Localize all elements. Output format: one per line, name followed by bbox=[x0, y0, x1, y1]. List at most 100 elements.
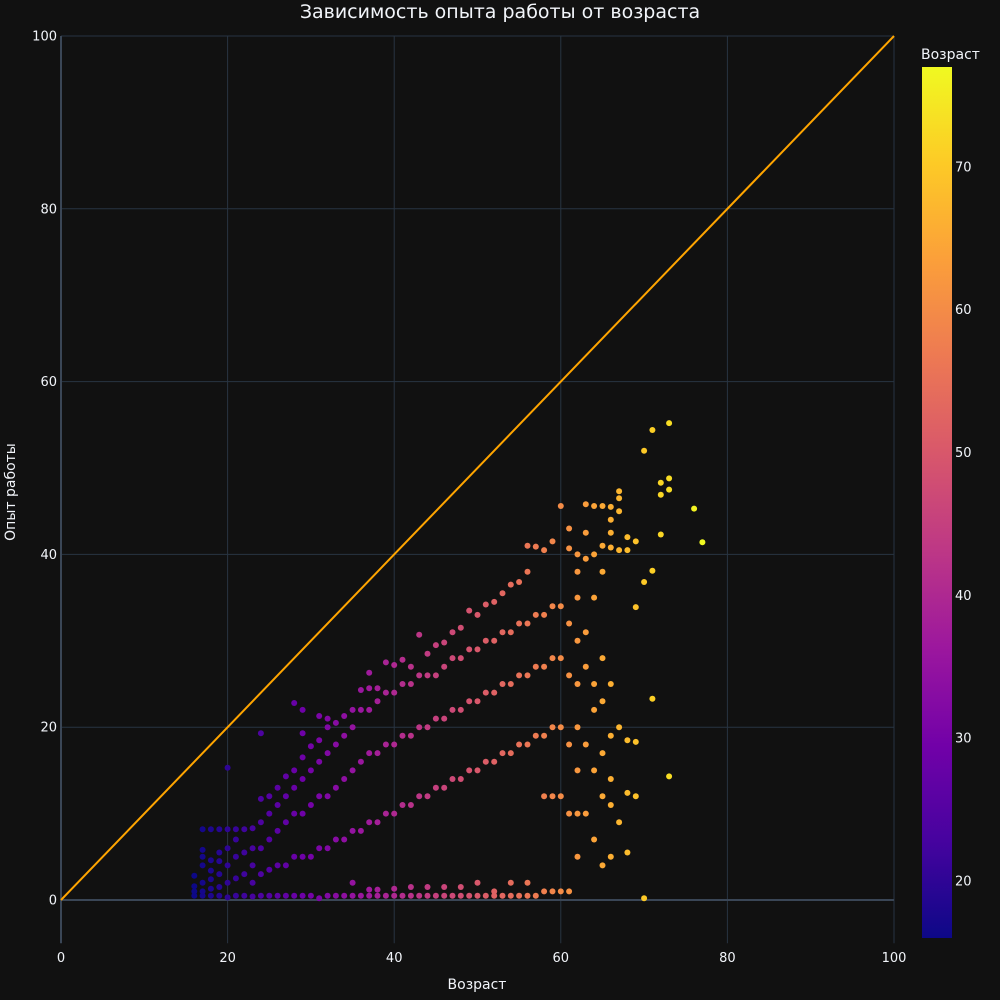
data-point bbox=[341, 892, 348, 899]
data-point bbox=[316, 793, 323, 800]
data-point bbox=[349, 706, 356, 713]
data-point bbox=[574, 724, 581, 731]
data-point bbox=[382, 810, 389, 817]
colorbar-gradient bbox=[922, 67, 952, 938]
data-point bbox=[457, 624, 464, 631]
data-point bbox=[249, 893, 256, 900]
data-point bbox=[416, 672, 423, 679]
data-point bbox=[499, 750, 506, 757]
data-point bbox=[599, 568, 606, 575]
data-point bbox=[299, 730, 306, 737]
x-tick-label: 40 bbox=[386, 951, 403, 966]
data-point bbox=[491, 888, 498, 895]
data-point bbox=[466, 698, 473, 705]
data-point bbox=[291, 700, 298, 706]
data-point bbox=[391, 741, 398, 748]
data-point bbox=[441, 884, 448, 890]
data-point bbox=[591, 551, 598, 558]
y-tick-label: 20 bbox=[40, 721, 57, 736]
data-point bbox=[549, 793, 556, 800]
data-point bbox=[541, 663, 548, 670]
data-point bbox=[466, 607, 473, 614]
data-point bbox=[507, 879, 514, 886]
data-point bbox=[566, 888, 573, 895]
data-point bbox=[441, 784, 448, 791]
colorbar-tick-label: 60 bbox=[955, 303, 972, 318]
data-point bbox=[582, 810, 589, 817]
data-point bbox=[407, 732, 414, 739]
zero-lines bbox=[60, 36, 894, 944]
chart-title: Зависимость опыта работы от возраста bbox=[300, 1, 700, 23]
data-point bbox=[391, 662, 398, 668]
data-point bbox=[416, 892, 423, 899]
data-point bbox=[591, 594, 598, 601]
data-point bbox=[541, 888, 548, 895]
data-point bbox=[399, 681, 406, 687]
data-point bbox=[499, 892, 506, 899]
data-point bbox=[541, 611, 548, 618]
data-point bbox=[324, 724, 331, 731]
data-point bbox=[441, 715, 448, 722]
y-tick-label: 80 bbox=[40, 202, 57, 217]
data-point bbox=[599, 793, 606, 800]
x-tick-label: 100 bbox=[882, 951, 907, 966]
data-point bbox=[507, 681, 514, 687]
data-point bbox=[391, 810, 398, 817]
data-point bbox=[307, 892, 314, 899]
data-point bbox=[557, 888, 564, 895]
data-point bbox=[541, 547, 548, 554]
data-point bbox=[224, 879, 231, 886]
data-point bbox=[499, 590, 506, 597]
data-point bbox=[374, 750, 381, 757]
data-point bbox=[491, 892, 498, 899]
data-point bbox=[257, 795, 264, 802]
data-point bbox=[399, 892, 406, 899]
data-point bbox=[224, 826, 231, 833]
y-tick-label: 60 bbox=[40, 375, 57, 390]
data-point bbox=[574, 551, 581, 558]
data-point bbox=[316, 845, 323, 852]
data-point bbox=[374, 892, 381, 899]
colorbar-tick-label: 50 bbox=[955, 446, 972, 461]
data-point bbox=[424, 892, 431, 899]
data-point bbox=[324, 845, 331, 852]
y-axis-title: Опыт работы bbox=[3, 443, 19, 541]
data-point bbox=[591, 767, 598, 774]
data-point bbox=[624, 849, 631, 856]
data-point bbox=[257, 819, 264, 826]
x-tick-label: 0 bbox=[57, 951, 65, 966]
data-point bbox=[232, 853, 239, 860]
data-point bbox=[357, 687, 364, 693]
data-point bbox=[574, 594, 581, 601]
data-point bbox=[549, 538, 556, 545]
data-point bbox=[624, 737, 631, 744]
data-point bbox=[574, 810, 581, 817]
data-point bbox=[391, 885, 398, 892]
data-point bbox=[291, 892, 298, 899]
data-point bbox=[407, 802, 414, 808]
data-point bbox=[516, 741, 523, 748]
data-point bbox=[424, 793, 431, 800]
data-point bbox=[607, 681, 614, 687]
data-point bbox=[349, 724, 356, 731]
data-point bbox=[199, 892, 206, 899]
data-point bbox=[441, 892, 448, 899]
data-point bbox=[274, 827, 281, 834]
data-point bbox=[299, 810, 306, 817]
gridlines bbox=[61, 35, 895, 944]
data-point bbox=[566, 810, 573, 817]
data-point bbox=[191, 888, 198, 895]
data-point bbox=[482, 689, 489, 696]
data-point bbox=[316, 758, 323, 765]
data-point bbox=[591, 836, 598, 843]
data-point bbox=[382, 659, 389, 666]
data-point bbox=[199, 879, 206, 886]
data-point bbox=[207, 892, 214, 899]
data-point bbox=[666, 773, 673, 780]
data-point bbox=[566, 545, 573, 552]
data-point bbox=[607, 853, 614, 860]
data-point bbox=[557, 655, 564, 662]
data-point bbox=[541, 732, 548, 739]
data-point bbox=[399, 802, 406, 808]
data-point bbox=[266, 836, 273, 843]
